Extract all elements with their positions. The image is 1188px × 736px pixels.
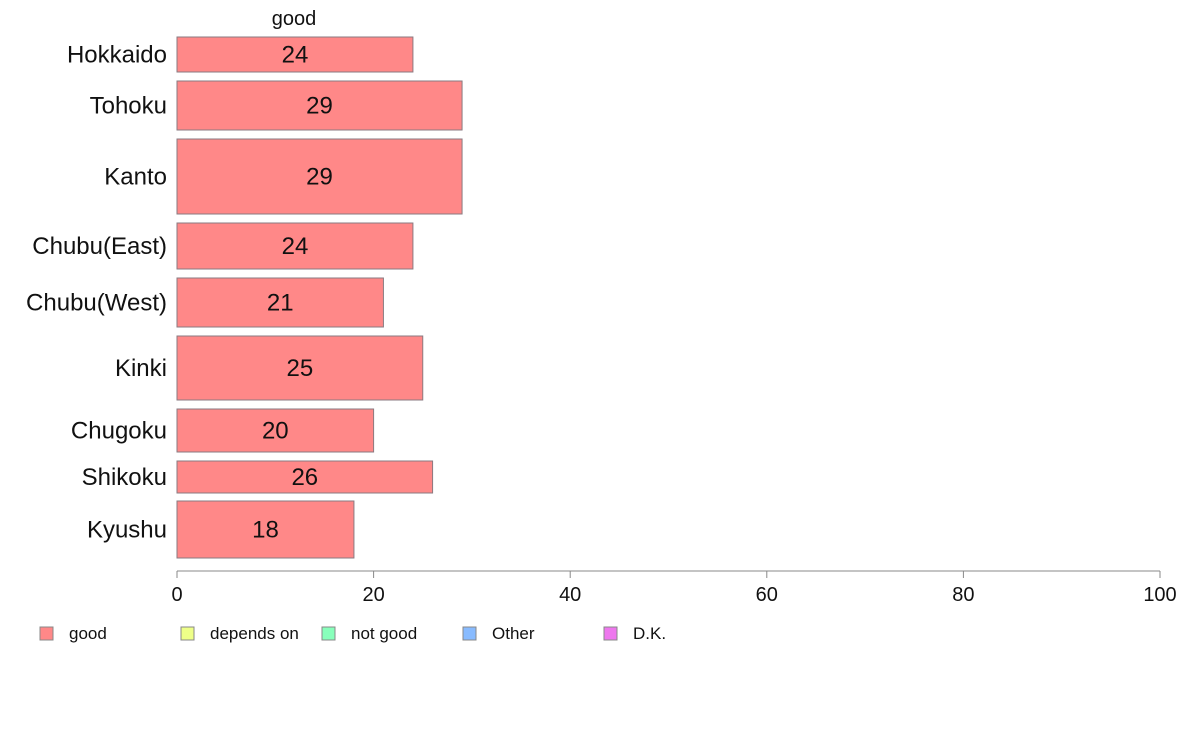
bar-kanto [176,138,463,215]
bar-kinki [176,335,424,401]
legend: good depends on not good Other D.K. [39,624,666,643]
bar-value-label: 29 [306,164,333,191]
category-label: Chubu(West) [26,290,167,317]
x-axis: 0 20 40 60 80 100 [171,570,1177,606]
legend-swatch [462,626,477,641]
bar-value-label: 21 [267,290,294,317]
category-label: Tohoku [90,93,167,120]
bar-chubu-east- [176,222,414,270]
bar-value-label: 20 [262,418,289,445]
bar-value-label: 29 [306,93,333,120]
legend-label: depends on [210,624,299,643]
bar-value-label: 26 [291,464,318,491]
legend-swatch [39,626,54,641]
x-tick-label: 100 [1143,584,1176,606]
category-label: Kyushu [87,517,167,544]
legend-swatch [180,626,195,641]
category-label: Kanto [104,164,167,191]
bar-value-label: 24 [282,42,309,69]
legend-swatch [603,626,618,641]
column-header: good [272,8,317,30]
x-tick-label: 0 [171,584,182,606]
bar-shikoku [176,460,434,494]
category-label: Chubu(East) [32,233,167,260]
x-tick-label: 60 [756,584,778,606]
x-tick-label: 40 [559,584,581,606]
bar-chubu-west- [176,277,384,328]
category-label: Kinki [115,355,167,382]
legend-label: Other [492,624,535,643]
bar-kyushu [176,500,355,559]
bar-value-label: 25 [287,355,314,382]
bar-chugoku [176,408,375,453]
x-tick-label: 20 [362,584,384,606]
x-tick-label: 80 [952,584,974,606]
legend-label: D.K. [633,624,666,643]
bars-group: 24 Hokkaido 29 Tohoku 29 Kanto 24 Chubu(East) 21… [26,36,463,559]
category-label: Hokkaido [67,42,167,69]
category-label: Shikoku [82,464,167,491]
bar-value-label: 24 [282,233,309,260]
category-label: Chugoku [71,418,167,445]
bar-value-label: 18 [252,517,279,544]
bar-hokkaido [176,36,414,73]
legend-label: not good [351,624,417,643]
legend-label: good [69,624,107,643]
bar-tohoku [176,80,463,131]
legend-swatch [321,626,336,641]
